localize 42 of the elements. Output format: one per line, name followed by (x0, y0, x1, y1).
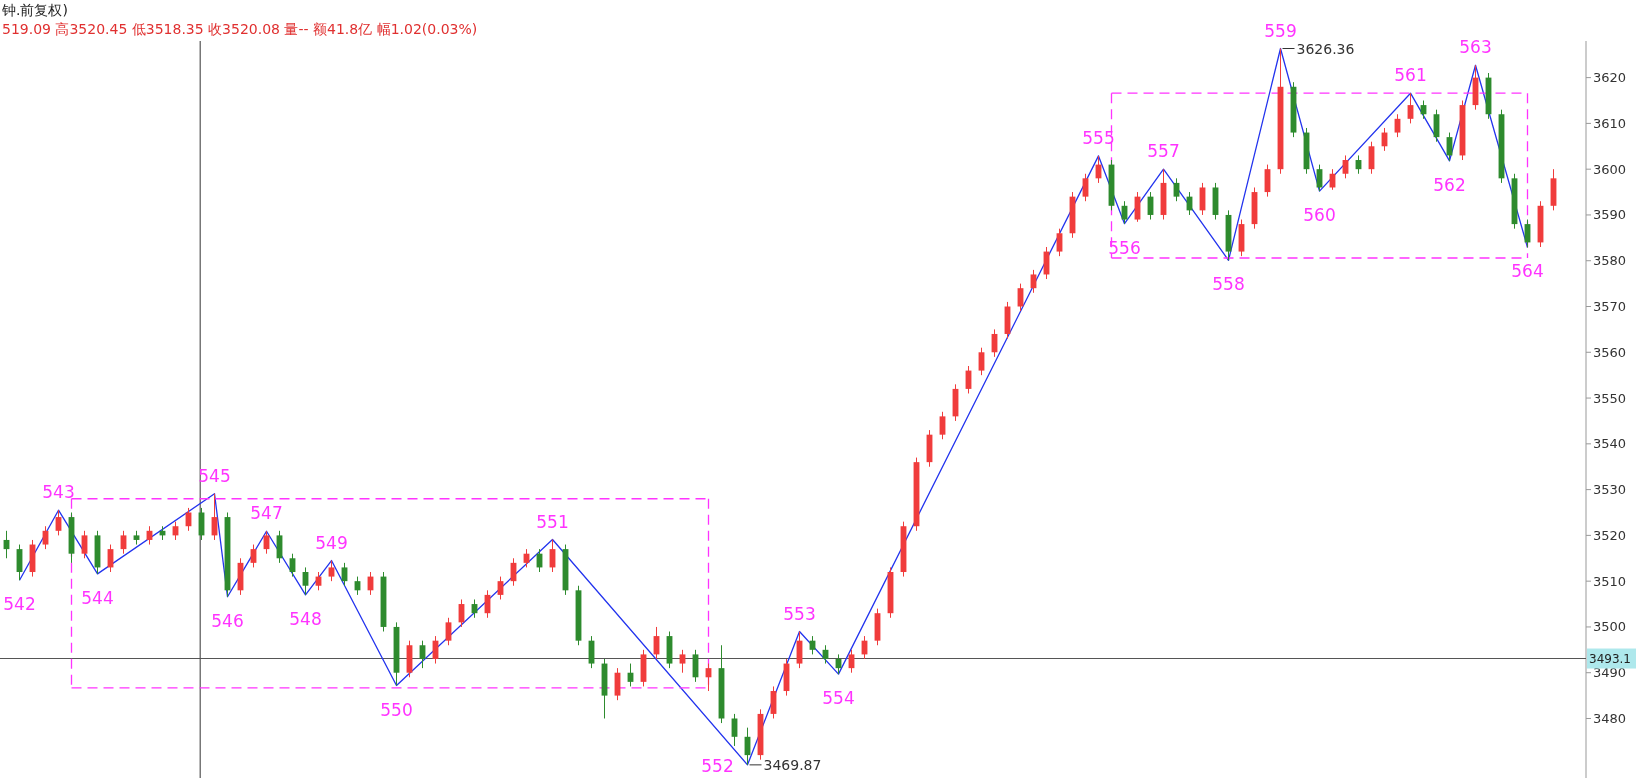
y-tick-label: 3550 (1593, 390, 1627, 406)
annotation: 3469.87 (763, 756, 822, 773)
y-tick-label: 3590 (1593, 207, 1627, 223)
annotation: 544 (81, 587, 114, 608)
y-tick-label: 3530 (1593, 482, 1627, 498)
y-tick-label: 3580 (1593, 253, 1627, 269)
annotation: 542 (3, 594, 36, 615)
annotation: 555 (1082, 127, 1115, 148)
annotation: 543 (42, 482, 75, 503)
chart-subtitle: 519.09 高3520.45 低3518.35 收3520.08 量-- 额41.8亿 幅1.02(0.03%) (2, 21, 478, 37)
y-tick-label: 3600 (1593, 161, 1627, 177)
annotation: 549 (315, 532, 348, 553)
y-tick-label: 3510 (1593, 573, 1627, 589)
y-tick-label: 3520 (1593, 527, 1627, 543)
text: 559 (1264, 20, 1297, 41)
annotation: 550 (380, 699, 413, 720)
annotation: 558 (1212, 274, 1245, 295)
y-tick-label: 3480 (1593, 710, 1627, 726)
y-tick-label: 3540 (1593, 436, 1627, 452)
y-tick-label: 3610 (1593, 115, 1627, 131)
annotation: 551 (536, 511, 569, 532)
y-tick-label: 3500 (1593, 619, 1627, 635)
annotation: 561 (1394, 65, 1427, 86)
chart-title: 钟.前复权) (1, 2, 68, 18)
annotation: 556 (1108, 237, 1141, 258)
ref-line-label: 3493.1 (1589, 651, 1631, 666)
annotation: 552 (701, 756, 734, 776)
y-tick-label: 3560 (1593, 344, 1627, 360)
annotation: 546 (211, 610, 244, 631)
annotation: 562 (1433, 174, 1466, 195)
annotation: 563 (1459, 37, 1492, 58)
annotation: 3626.36 (1296, 40, 1355, 57)
y-tick-label: 3570 (1593, 299, 1627, 314)
annotation: 547 (250, 503, 283, 524)
annotation: 560 (1303, 205, 1336, 226)
annotation: 557 (1147, 141, 1180, 162)
y-tick-label: 3620 (1593, 70, 1627, 86)
y-tick-label: 3490 (1593, 665, 1627, 681)
annotation: 553 (783, 603, 816, 624)
annotation: 548 (289, 608, 322, 629)
annotation: 554 (822, 688, 855, 709)
annotation: 564 (1511, 261, 1544, 282)
